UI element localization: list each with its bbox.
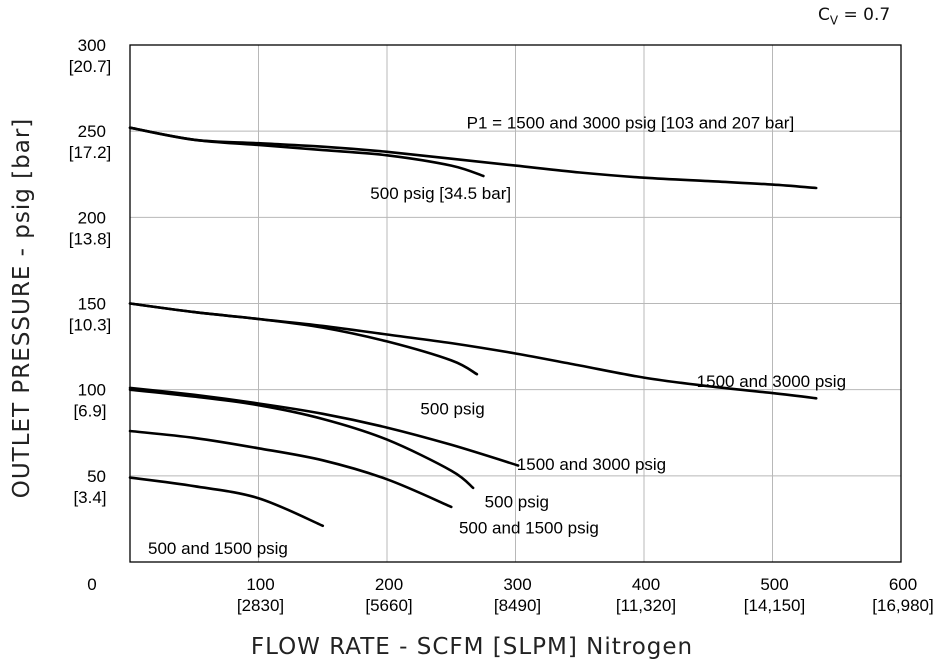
series-line-2 <box>128 126 485 178</box>
x-tick-sublabel: [16,980] <box>872 596 933 615</box>
y-tick-sublabel: [17.2] <box>69 143 112 162</box>
series-line-7 <box>128 429 453 509</box>
series-labels: P1 = 1500 and 3000 psig [103 and 207 bar… <box>148 114 846 559</box>
x-tick-label: 100 <box>246 575 274 594</box>
x-tick-sublabel: [2830] <box>237 596 284 615</box>
series-label-5: 1500 and 3000 psig <box>517 455 666 474</box>
cv-symbol: C <box>818 5 830 25</box>
x-tick-sublabel: [5660] <box>365 596 412 615</box>
y-tick-sublabel: [10.3] <box>69 316 112 335</box>
series-label-6: 500 psig <box>485 493 549 512</box>
y-axis-title: OUTLET PRESSURE - psig [bar] <box>9 117 35 499</box>
series-label-4: 500 psig <box>420 400 484 419</box>
y-tick-sublabel: [20.7] <box>69 57 112 76</box>
series-label-1: P1 = 1500 and 3000 psig [103 and 207 bar… <box>467 114 795 133</box>
x-tick-label: 600 <box>889 575 917 594</box>
series-line-6 <box>128 388 475 490</box>
series-lines <box>128 126 818 528</box>
y-tick-label: 100 <box>78 381 106 400</box>
cv-value: = 0.7 <box>838 5 891 25</box>
x-tick-labels: 0 100 [2830] 200 [5660] 300 [8490] 400 [11,320] 5… <box>87 575 933 615</box>
series-line-1 <box>128 126 818 190</box>
x-tick-label: 500 <box>760 575 788 594</box>
y-tick-label: 250 <box>78 122 106 141</box>
cv-annotation: CV = 0.7 <box>818 5 890 27</box>
x-tick-sublabel: [11,320] <box>616 596 676 615</box>
x-tick-label: 200 <box>375 575 403 594</box>
series-line-4 <box>128 302 479 376</box>
series-label-7: 500 and 1500 psig <box>459 519 599 538</box>
y-tick-label: 50 <box>87 467 106 486</box>
series-label-3: 1500 and 3000 psig <box>697 372 846 391</box>
x-axis-title: FLOW RATE - SCFM [SLPM] Nitrogen <box>250 634 694 660</box>
cv-subscript: V <box>829 13 839 28</box>
x-tick-sublabel: [14,150] <box>744 596 805 615</box>
y-tick-label: 200 <box>78 208 106 227</box>
y-tick-labels: 300 [20.7] 250 [17.2] 200 [13.8] 150 [10.3] 100 [… <box>69 36 112 507</box>
y-tick-sublabel: [13.8] <box>69 229 112 248</box>
series-line-8 <box>128 476 325 528</box>
grid <box>130 45 901 562</box>
y-tick-label: 150 <box>78 295 106 314</box>
x-tick-sublabel: [8490] <box>494 596 541 615</box>
series-label-2: 500 psig [34.5 bar] <box>370 184 511 203</box>
y-tick-label: 300 <box>78 36 106 55</box>
x-tick-label: 300 <box>503 575 531 594</box>
x-tick-label: 0 <box>87 575 96 594</box>
series-label-8: 500 and 1500 psig <box>148 539 288 558</box>
y-tick-sublabel: [6.9] <box>73 402 106 421</box>
y-tick-sublabel: [3.4] <box>73 488 106 507</box>
x-tick-label: 400 <box>632 575 660 594</box>
series-line-5 <box>128 386 520 467</box>
